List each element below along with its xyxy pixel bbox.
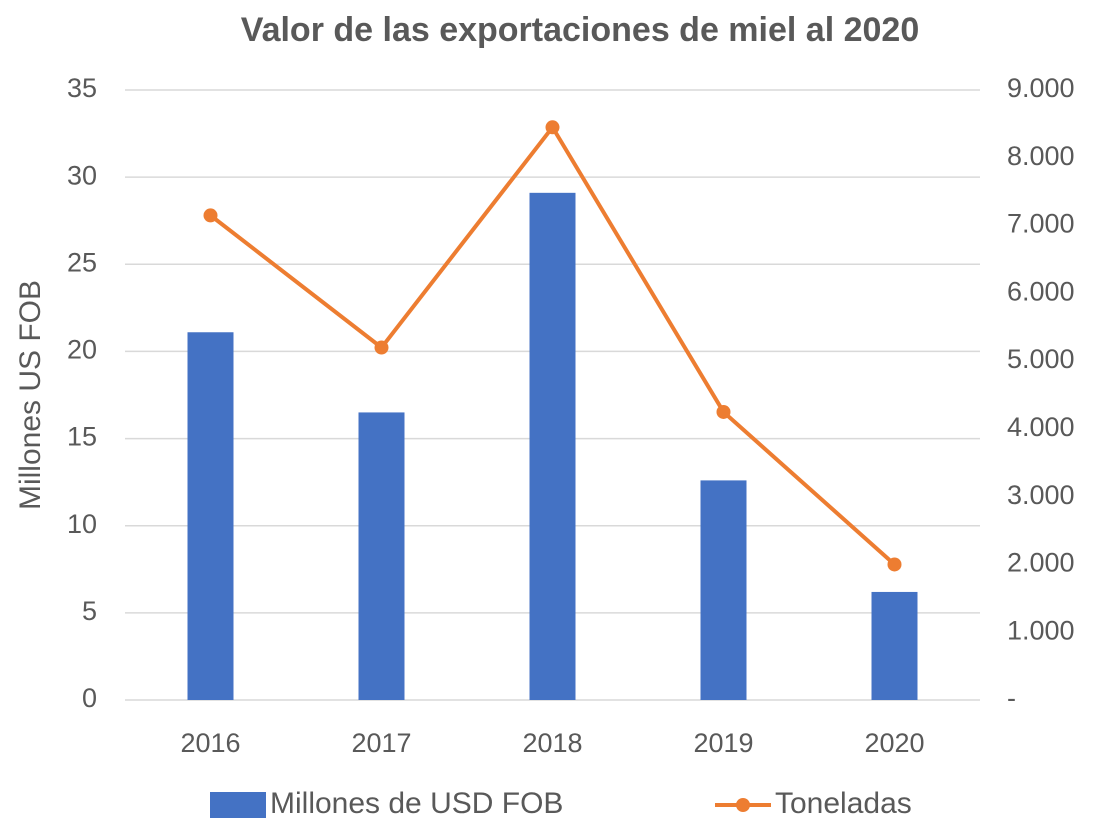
line-marker xyxy=(374,340,389,355)
y-tick-label: 0 xyxy=(82,683,97,713)
bar xyxy=(700,480,747,700)
chart-title: Valor de las exportaciones de miel al 20… xyxy=(241,11,919,49)
y-tick-label: 5 xyxy=(82,596,97,626)
y-tick-label: 25 xyxy=(67,247,97,277)
x-tick-label: 2018 xyxy=(522,728,582,758)
x-tick-label: 2016 xyxy=(180,728,240,758)
line-marker xyxy=(545,120,560,135)
legend-label: Millones de USD FOB xyxy=(270,787,563,820)
bar xyxy=(187,332,234,700)
y2-tick-label: 7.000 xyxy=(1007,209,1075,239)
legend-label: Toneladas xyxy=(775,787,912,820)
legend-swatch xyxy=(736,798,750,812)
y2-tick-label: 2.000 xyxy=(1007,548,1075,578)
y2-tick-label: 8.000 xyxy=(1007,141,1075,171)
line-marker xyxy=(887,557,902,572)
x-tick-label: 2020 xyxy=(864,728,924,758)
x-tick-label: 2019 xyxy=(693,728,753,758)
y2-tick-label: 1.000 xyxy=(1007,615,1075,645)
x-tick-label: 2017 xyxy=(351,728,411,758)
y2-tick-label: - xyxy=(1007,683,1016,713)
y-axis-label: Millones US FOB xyxy=(14,280,47,510)
y-tick-label: 10 xyxy=(67,509,97,539)
bar xyxy=(529,192,576,701)
y-tick-label: 20 xyxy=(67,335,97,365)
y-tick-label: 15 xyxy=(67,422,97,452)
bar xyxy=(871,591,918,700)
line-marker xyxy=(716,404,731,419)
y2-tick-label: 5.000 xyxy=(1007,344,1075,374)
y2-tick-label: 4.000 xyxy=(1007,412,1075,442)
line-marker xyxy=(203,208,218,223)
legend-swatch xyxy=(210,792,266,818)
y2-tick-label: 6.000 xyxy=(1007,276,1075,306)
y2-tick-label: 9.000 xyxy=(1007,73,1075,103)
bar xyxy=(358,412,405,700)
y-tick-label: 30 xyxy=(67,160,97,190)
y2-tick-label: 3.000 xyxy=(1007,480,1075,510)
y-tick-label: 35 xyxy=(67,73,97,103)
